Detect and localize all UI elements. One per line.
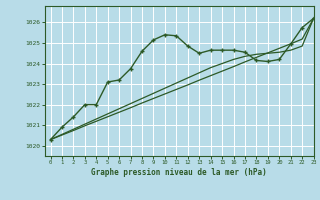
X-axis label: Graphe pression niveau de la mer (hPa): Graphe pression niveau de la mer (hPa) [91,168,267,177]
